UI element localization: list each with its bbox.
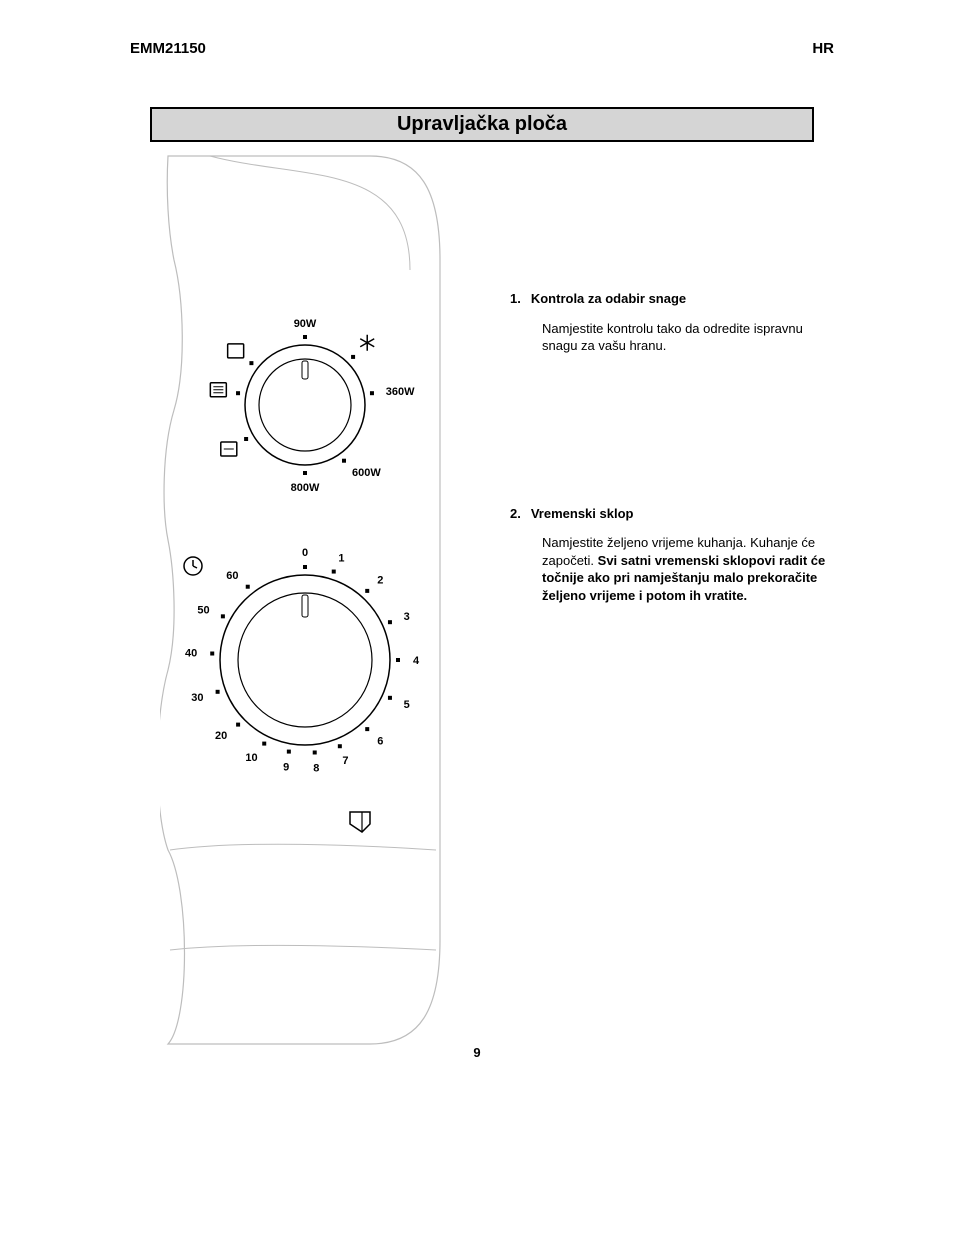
- svg-text:1: 1: [338, 552, 344, 564]
- svg-text:50: 50: [197, 604, 209, 616]
- svg-text:20: 20: [215, 730, 227, 742]
- svg-text:800W: 800W: [291, 482, 320, 494]
- section-power: 1. Kontrola za odabir snage Namjestite k…: [510, 290, 834, 355]
- svg-text:600W: 600W: [352, 467, 381, 479]
- svg-text:10: 10: [245, 752, 257, 764]
- description-column: 1. Kontrola za odabir snage Namjestite k…: [510, 150, 834, 754]
- section-heading: Vremenski sklop: [531, 505, 634, 523]
- section-title: Upravljačka ploča: [150, 107, 814, 142]
- svg-text:8: 8: [313, 762, 319, 774]
- svg-text:2: 2: [377, 575, 383, 587]
- svg-text:40: 40: [185, 647, 197, 659]
- section-heading: Kontrola za odabir snage: [531, 290, 686, 308]
- model-number: EMM21150: [130, 40, 206, 57]
- content-row: 90W 360W 600W 800W 0 1 2 3 4 5 6 7 8 9 10 20 30 40 50 60 1.…: [130, 150, 834, 1055]
- section-body: Namjestite kontrolu tako da odredite isp…: [542, 320, 834, 355]
- section-number: 1.: [510, 290, 521, 308]
- svg-text:90W: 90W: [294, 318, 317, 330]
- svg-text:0: 0: [302, 547, 308, 559]
- svg-text:5: 5: [404, 699, 410, 711]
- language-code: HR: [812, 40, 834, 57]
- page-number: 9: [473, 1045, 480, 1060]
- svg-text:4: 4: [413, 655, 420, 667]
- svg-text:30: 30: [191, 692, 203, 704]
- page-header: EMM21150 HR: [130, 40, 834, 57]
- manual-page: EMM21150 HR Upravljačka ploča 90W360W600…: [0, 0, 954, 1095]
- section-body: Namjestite željeno vrijeme kuhanja. Kuha…: [542, 534, 834, 604]
- svg-text:6: 6: [377, 735, 383, 747]
- svg-text:7: 7: [342, 755, 348, 767]
- svg-text:3: 3: [404, 611, 410, 623]
- section-timer: 2. Vremenski sklop Namjestite željeno vr…: [510, 505, 834, 605]
- control-panel-diagram: 90W 360W 600W 800W 0 1 2 3 4 5 6 7 8 9 10 20 30 40 50 60: [160, 150, 480, 1055]
- svg-text:60: 60: [226, 570, 238, 582]
- svg-text:9: 9: [283, 761, 289, 773]
- svg-text:360W: 360W: [386, 386, 415, 398]
- section-number: 2.: [510, 505, 521, 523]
